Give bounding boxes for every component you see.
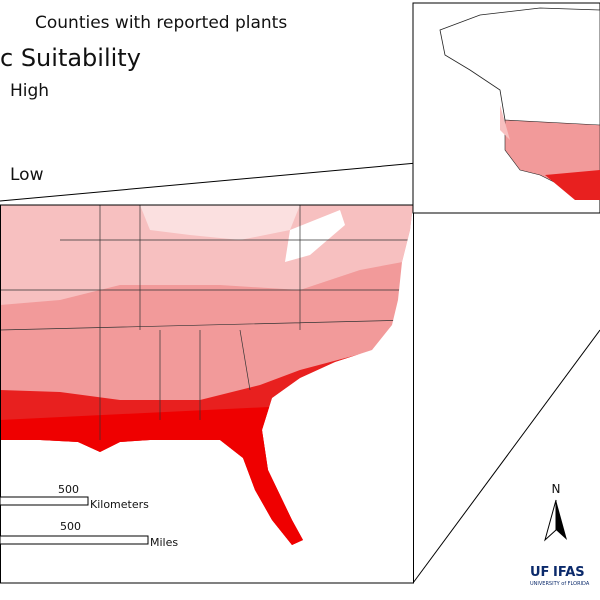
km-value: 500 (58, 483, 79, 496)
connector (412, 329, 600, 584)
logo-ifas: IFAS (553, 565, 585, 580)
legend-low: Low (10, 165, 44, 185)
map-frame (0, 204, 414, 584)
km-bar (0, 496, 89, 506)
north-label: N (552, 482, 561, 496)
km-unit: Kilometers (90, 498, 149, 511)
counties-label: Counties with reported plants (35, 13, 287, 33)
mi-bar (0, 535, 149, 545)
inset-map (412, 2, 600, 214)
mi-unit: Miles (150, 536, 178, 549)
north-arrow (544, 499, 557, 542)
north-arrow (556, 500, 567, 540)
legend-high: High (10, 81, 49, 101)
legend-title: c Suitability (0, 44, 141, 72)
logo-uf: UF (530, 565, 549, 580)
mi-value: 500 (60, 520, 81, 533)
logo-university: UNIVERSITY of FLORIDA (530, 581, 590, 587)
